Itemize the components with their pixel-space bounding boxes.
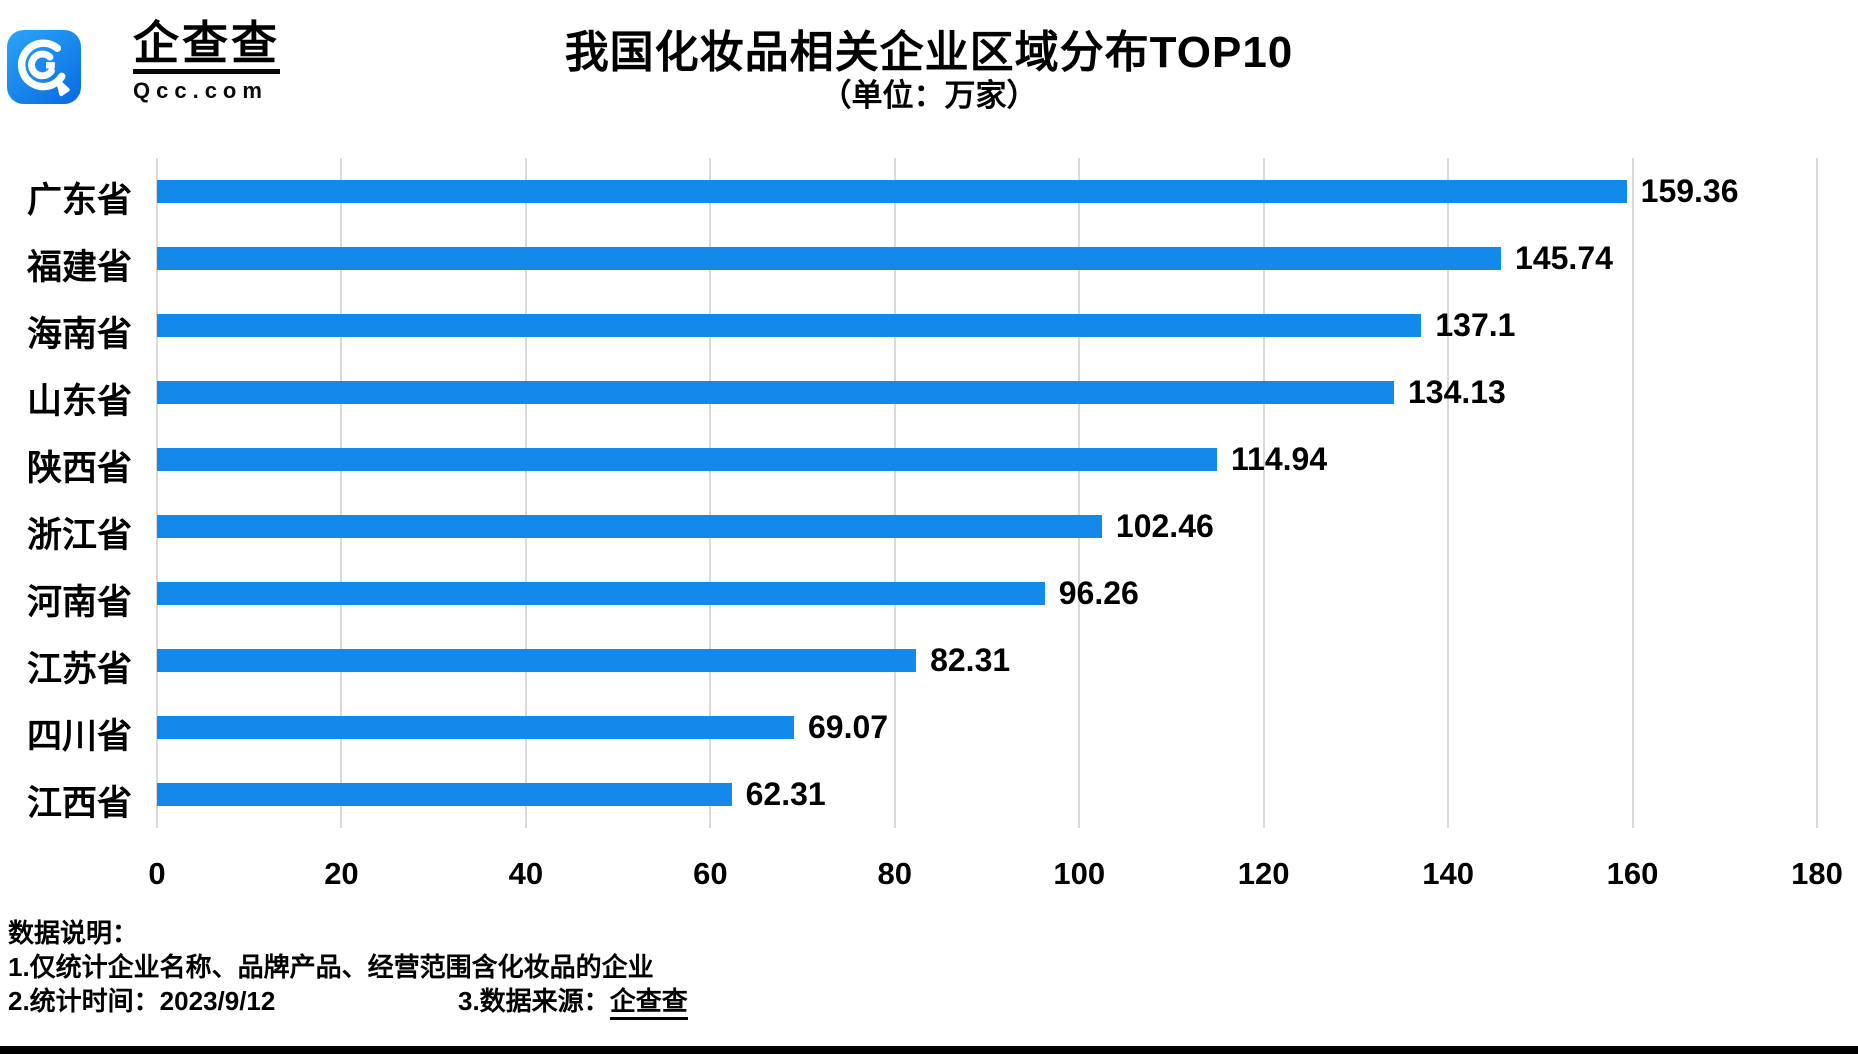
axis-tick-label: 20	[324, 856, 359, 891]
axis-tick-label: 180	[1791, 856, 1843, 891]
bar	[157, 582, 1045, 605]
gridline	[156, 158, 158, 828]
footer-line2: 2.统计时间：2023/9/12 3.数据来源：企查查	[8, 984, 1308, 1020]
value-label: 96.26	[1058, 575, 1139, 611]
chart-plot-area: 159.36 145.74 137.1 134.13 114.94 102.46 96.26…	[156, 158, 1818, 828]
qcc-logo-icon	[7, 30, 81, 104]
value-label: 145.74	[1515, 240, 1613, 276]
bar	[157, 515, 1102, 538]
axis-tick-label: 140	[1422, 856, 1474, 891]
gridline	[340, 158, 343, 828]
gridline	[1816, 158, 1818, 828]
value-label: 82.31	[930, 642, 1011, 678]
axis-tick-label: 120	[1237, 856, 1290, 891]
page-subtitle: （单位：万家）	[820, 78, 1038, 113]
bar	[157, 314, 1422, 337]
bar	[157, 716, 794, 739]
footer-note3: 3.数据来源：企查查	[458, 984, 688, 1020]
bar	[157, 247, 1502, 270]
category-label: 陕西省	[26, 448, 132, 488]
axis-tick-label: 0	[148, 856, 166, 891]
brand-domain: Qcc.com	[133, 78, 268, 103]
category-label: 江苏省	[26, 649, 132, 689]
value-label: 102.46	[1115, 508, 1214, 544]
footer-note3-brand: 企查查	[609, 986, 688, 1020]
bar	[157, 180, 1627, 203]
axis-tick-label: 100	[1053, 856, 1106, 891]
value-label: 134.13	[1407, 374, 1506, 410]
brand-wordmark: 企查查	[133, 20, 280, 74]
value-label: 137.1	[1435, 307, 1516, 343]
footer-note1: 1.仅统计企业名称、品牌产品、经营范围含化妆品的企业	[8, 952, 654, 982]
category-label: 福建省	[26, 247, 132, 287]
gridline	[1078, 158, 1081, 828]
category-label: 江西省	[26, 783, 132, 823]
bar	[157, 381, 1394, 404]
gridline	[1631, 158, 1634, 828]
category-label: 四川省	[26, 716, 132, 756]
value-label: 159.36	[1640, 173, 1739, 209]
value-label: 69.07	[807, 709, 889, 745]
footer-note2: 2.统计时间：2023/9/12	[8, 986, 276, 1016]
category-label: 海南省	[26, 314, 132, 354]
value-label: 62.31	[745, 776, 826, 812]
category-label: 广东省	[26, 180, 132, 220]
axis-tick-label: 80	[877, 856, 913, 891]
value-label: 114.94	[1231, 441, 1328, 477]
bar	[157, 783, 732, 806]
axis-tick-label: 40	[508, 856, 544, 891]
gridline	[1447, 158, 1450, 828]
gridline	[893, 158, 896, 828]
page-title: 我国化妆品相关企业区域分布TOP10	[564, 28, 1294, 77]
bottom-bar	[0, 1046, 1858, 1054]
footer-heading: 数据说明：	[8, 918, 139, 948]
category-label: 河南省	[26, 582, 132, 622]
gridline	[524, 158, 527, 828]
bar	[157, 448, 1217, 471]
gridline	[709, 158, 712, 828]
axis-tick-label: 160	[1606, 856, 1659, 891]
category-label: 浙江省	[26, 515, 132, 555]
axis-tick-label: 60	[693, 856, 728, 891]
brand-block: 企查查 Qcc.com	[133, 20, 280, 104]
footer-note3-prefix: 3.数据来源：	[458, 986, 610, 1016]
bar	[157, 649, 917, 672]
footer-notes: 数据说明： 1.仅统计企业名称、品牌产品、经营范围含化妆品的企业 2.统计时间：…	[8, 916, 1308, 1020]
gridline	[1262, 158, 1265, 828]
category-label: 山东省	[26, 381, 132, 421]
